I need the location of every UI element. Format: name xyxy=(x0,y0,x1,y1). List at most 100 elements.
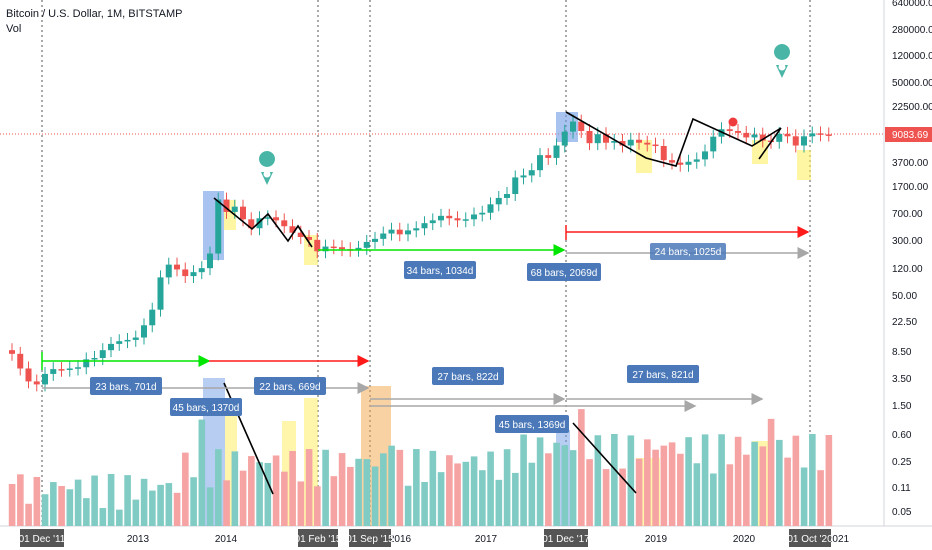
candle xyxy=(636,139,642,143)
trend-line xyxy=(572,422,637,494)
candle xyxy=(454,218,461,221)
candle xyxy=(817,133,824,135)
volume-bar xyxy=(586,459,593,526)
candle xyxy=(520,175,527,178)
candle xyxy=(355,247,362,250)
volume-bar xyxy=(677,453,684,526)
candle xyxy=(735,130,741,133)
candle xyxy=(776,133,783,142)
candle xyxy=(248,219,255,229)
candle xyxy=(693,159,700,162)
y-tick: 50.00 xyxy=(892,291,917,302)
volume-bar xyxy=(305,449,313,526)
candles xyxy=(9,114,832,392)
marker-pins[interactable] xyxy=(259,44,791,185)
candle xyxy=(99,350,106,358)
volume-bar xyxy=(74,479,82,526)
y-tick: 50000.00 xyxy=(892,78,932,89)
volume-bar xyxy=(116,509,123,526)
candle xyxy=(380,233,387,239)
x-tick: 2014 xyxy=(215,534,238,545)
candle xyxy=(240,206,246,220)
candle xyxy=(289,226,296,233)
volume-bar xyxy=(685,437,692,526)
range-labels: 23 bars, 701d 45 bars, 1370d 22 bars, 66… xyxy=(90,243,726,433)
volume-bar xyxy=(198,419,206,526)
candle xyxy=(792,136,799,146)
candle xyxy=(578,121,585,131)
y-tick: 120000.00 xyxy=(892,51,932,62)
range-label: 45 bars, 1369d xyxy=(499,420,566,431)
candle xyxy=(17,353,24,369)
y-tick: 0.05 xyxy=(892,507,912,518)
volume-bar xyxy=(206,487,214,526)
volume-bar xyxy=(388,445,395,526)
volume-bar xyxy=(157,484,164,526)
volume-bar xyxy=(396,449,404,526)
volume-bar xyxy=(91,475,98,526)
candle xyxy=(223,199,230,212)
candle xyxy=(83,359,90,368)
volume-bar xyxy=(528,462,536,526)
y-tick: 22500.00 xyxy=(892,102,932,113)
y-tick: 700.00 xyxy=(892,209,923,220)
x-tick: 2020 xyxy=(733,534,756,545)
volume-bar xyxy=(809,434,816,526)
volume-bar xyxy=(330,476,338,526)
candle xyxy=(561,131,568,146)
y-tick: 300.00 xyxy=(892,236,923,247)
candle xyxy=(677,162,684,165)
x-tick: 2016 xyxy=(389,534,412,545)
volume-bar xyxy=(404,485,412,526)
candle xyxy=(363,241,370,248)
volume-bar xyxy=(454,463,461,526)
candle xyxy=(726,129,733,131)
candle xyxy=(702,151,708,160)
candle xyxy=(784,133,791,137)
trend-lines xyxy=(213,111,782,495)
volume-bar xyxy=(602,469,610,526)
volume-bar xyxy=(322,449,329,526)
volume-bar xyxy=(33,476,41,526)
volume-bar xyxy=(173,492,181,526)
volume-bar xyxy=(446,455,453,526)
date-marker: 01 Oct '20 xyxy=(787,534,833,545)
candle xyxy=(759,134,766,141)
volume-bar xyxy=(553,442,560,526)
candle xyxy=(421,223,428,229)
candle xyxy=(149,309,156,326)
symbol-title: Bitcoin / U.S. Dollar, 1M, BITSTAMP xyxy=(6,8,183,20)
volume-bar xyxy=(545,453,552,526)
candle xyxy=(487,204,494,213)
y-tick: 0.11 xyxy=(892,483,911,494)
candle xyxy=(256,218,263,229)
range-label: 68 bars, 2069d xyxy=(531,268,598,279)
volume-bar xyxy=(701,434,709,526)
candle xyxy=(396,229,403,235)
y-tick: 0.60 xyxy=(892,430,912,441)
volume-bar xyxy=(776,439,783,526)
volume-bar xyxy=(338,453,346,526)
volume-bar xyxy=(619,468,626,526)
candle xyxy=(141,325,147,338)
candle xyxy=(710,136,717,152)
volume-bar xyxy=(281,471,288,526)
volume-bar xyxy=(569,450,577,526)
candle xyxy=(413,228,420,231)
candle xyxy=(652,144,659,147)
highlight-box xyxy=(797,150,811,180)
volume-bar xyxy=(784,457,791,526)
candle xyxy=(570,121,576,132)
candle xyxy=(50,369,57,374)
volume-bar xyxy=(231,451,239,526)
candle xyxy=(207,253,213,269)
candle xyxy=(495,197,502,205)
candle xyxy=(619,140,626,146)
candle xyxy=(669,160,675,163)
candle xyxy=(281,220,288,227)
chart-legend: Bitcoin / U.S. Dollar, 1M, BITSTAMP Vol xyxy=(6,7,182,37)
candle xyxy=(33,381,40,385)
volume-bar xyxy=(297,481,305,526)
volume-bar xyxy=(314,486,321,526)
